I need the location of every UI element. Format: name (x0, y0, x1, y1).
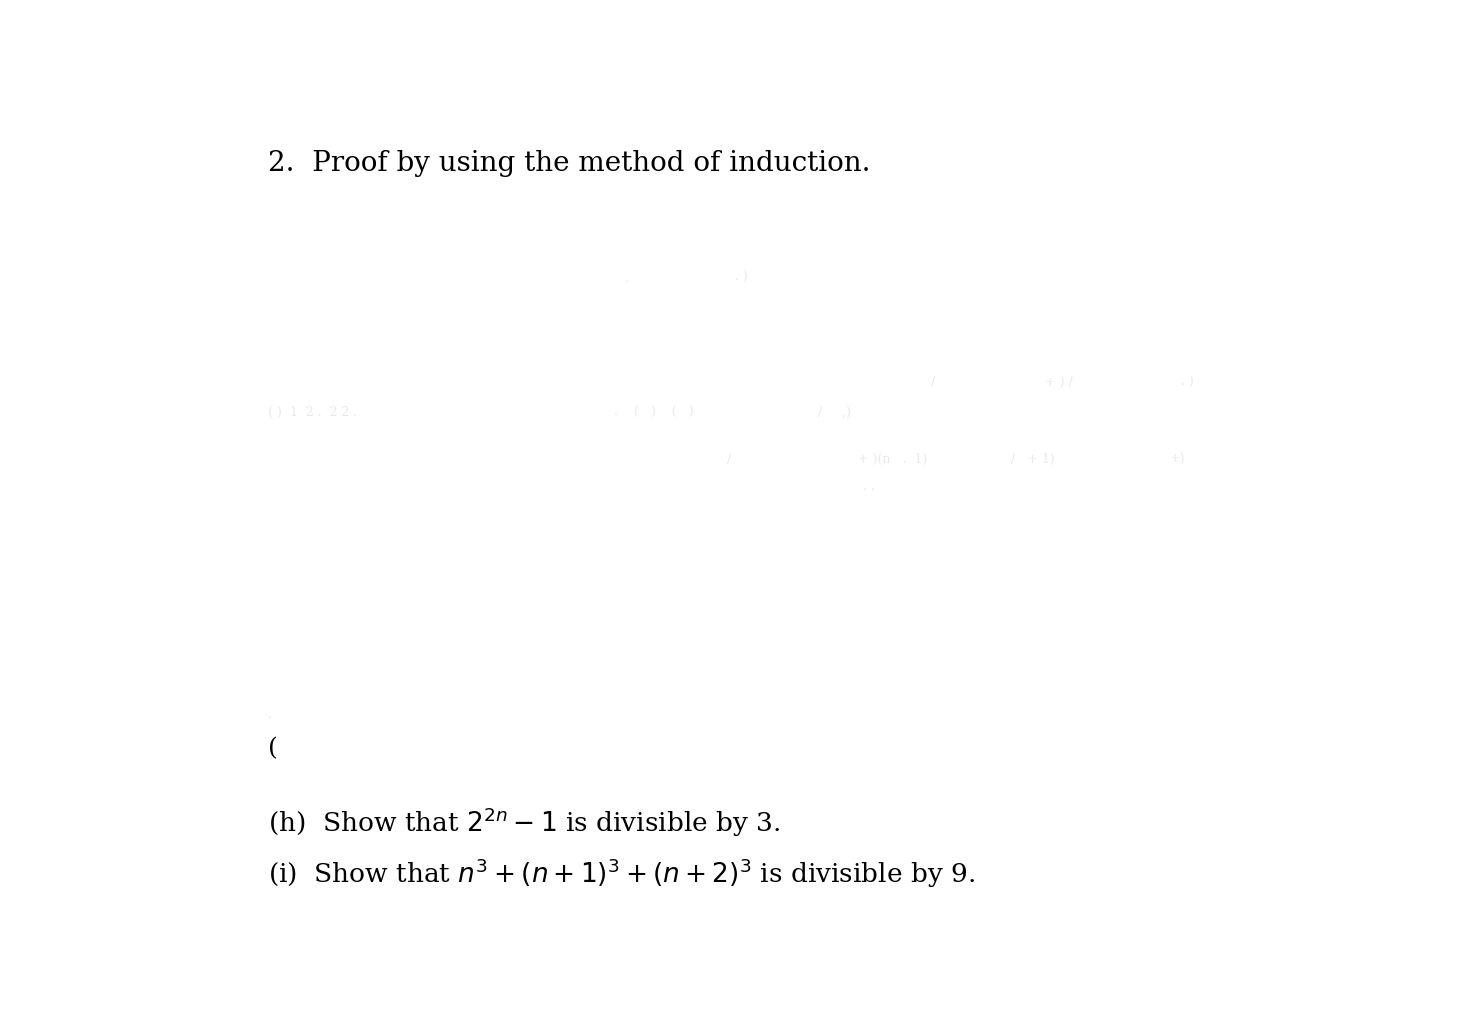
Text: /: / (727, 453, 732, 466)
Text: . .: . . (863, 480, 875, 494)
Text: ,: , (268, 706, 272, 720)
Text: . ): . ) (727, 271, 748, 284)
Text: (h)  Show that $2^{2n} - 1$ is divisible by 3.: (h) Show that $2^{2n} - 1$ is divisible … (268, 805, 780, 839)
Text: (: ( (268, 737, 278, 760)
Text: . ): . ) (1181, 376, 1194, 389)
Text: /   + 1): / + 1) (1011, 453, 1055, 466)
Text: (i)  Show that $n^3 + (n+1)^3 + (n+2)^3$ is divisible by 9.: (i) Show that $n^3 + (n+1)^3 + (n+2)^3$ … (268, 856, 974, 890)
Text: + )(n   .  1): + )(n . 1) (857, 453, 926, 466)
Text: ,: , (625, 271, 629, 284)
Text: /     ,): / ,) (818, 406, 851, 419)
Text: + ) /: + ) / (1045, 376, 1072, 389)
Text: 2.  Proof by using the method of induction.: 2. Proof by using the method of inductio… (268, 150, 870, 176)
Text: +): +) (1169, 453, 1185, 466)
Text: .    (   )    (   ): . ( ) ( ) (614, 406, 693, 419)
Text: /: / (932, 376, 935, 389)
Text: ( )  1  2 .  2 2 .: ( ) 1 2 . 2 2 . (268, 406, 357, 419)
